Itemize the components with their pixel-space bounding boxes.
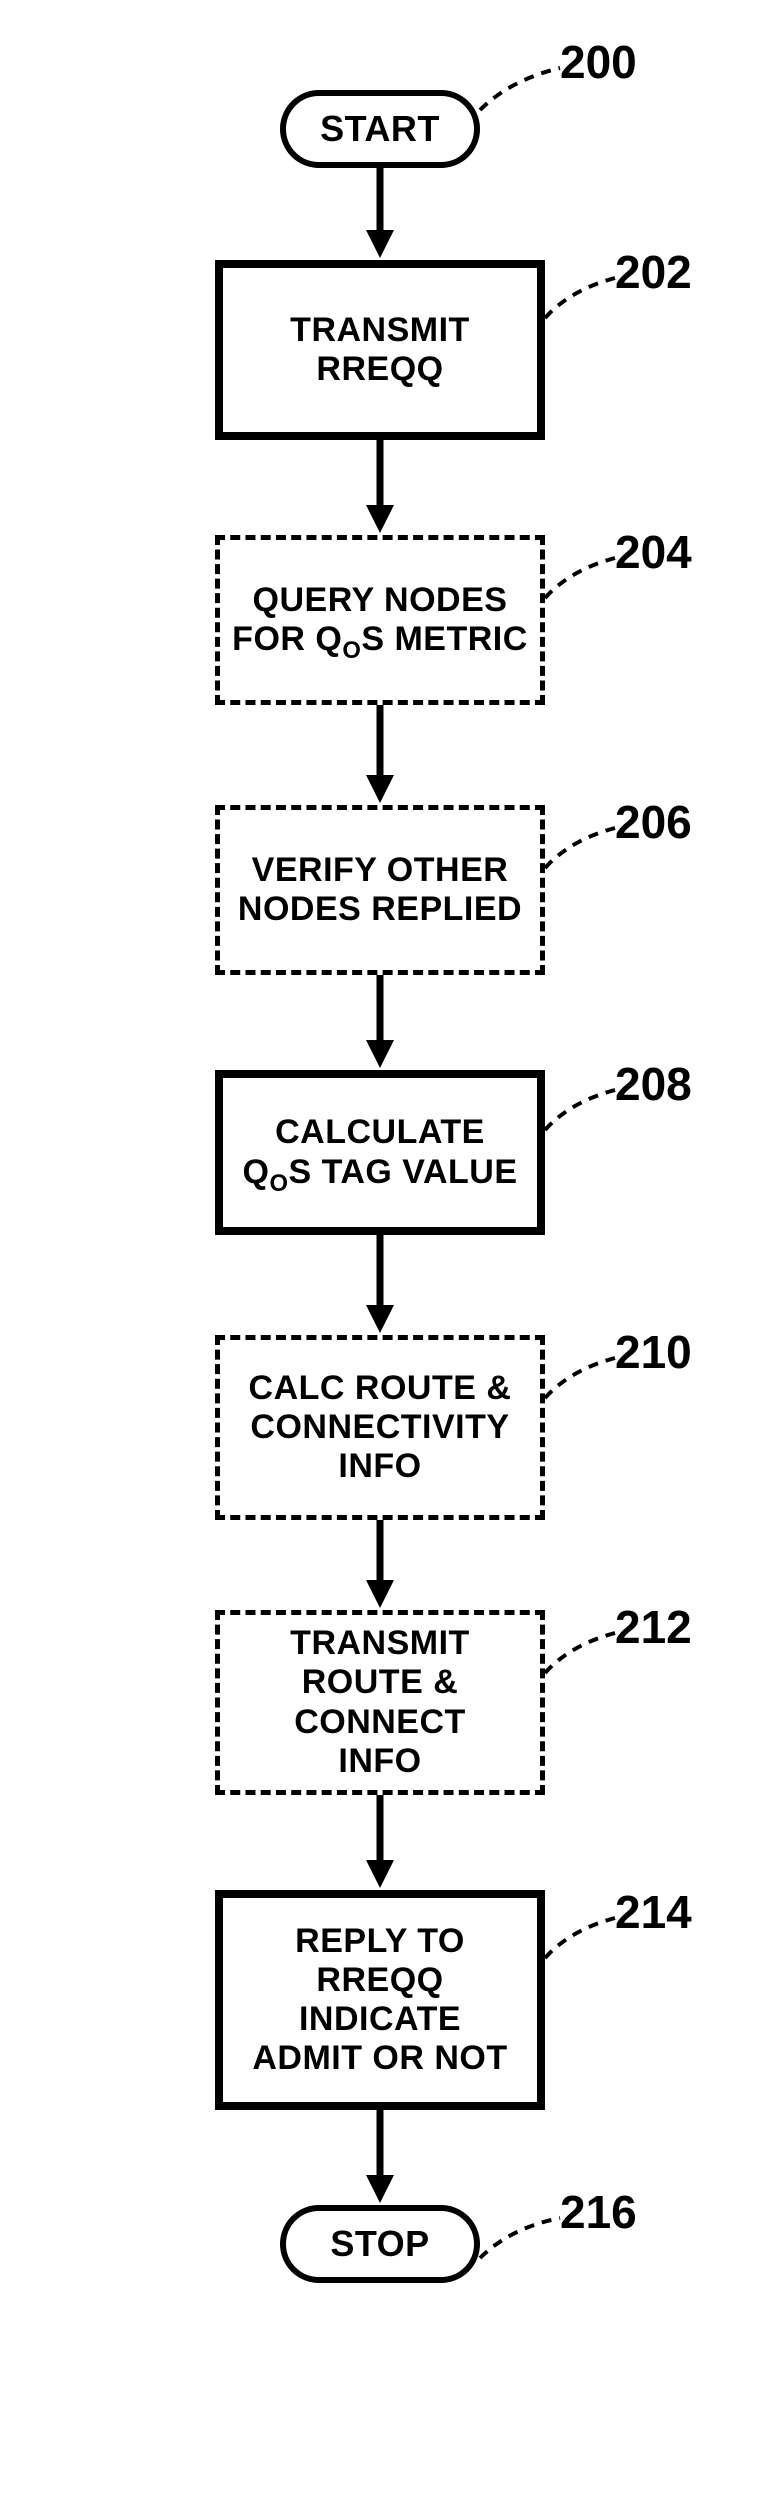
arrow-208-210 xyxy=(360,1235,400,1335)
start-terminator: START xyxy=(280,90,480,168)
stop-terminator: STOP xyxy=(280,2205,480,2283)
callout-line-214 xyxy=(540,1910,620,1965)
flowchart-container: START 200 TRANSMIT RREQQ 202 QUERY NODES… xyxy=(120,90,640,2283)
arrow-206-208 xyxy=(360,975,400,1070)
callout-line-204 xyxy=(540,550,620,605)
callout-204: 204 xyxy=(615,525,692,579)
callout-216: 216 xyxy=(560,2185,637,2239)
node-208-label: CALCULATE QOS TAG VALUE xyxy=(243,1113,518,1191)
arrow-214-stop xyxy=(360,2110,400,2205)
callout-line-200 xyxy=(475,60,565,120)
callout-line-216 xyxy=(475,2210,565,2265)
node-202-label: TRANSMIT RREQQ xyxy=(290,311,470,389)
node-204-query-nodes: QUERY NODES FOR QOS METRIC xyxy=(215,535,545,705)
stop-label: STOP xyxy=(330,2223,429,2264)
arrow-start-202 xyxy=(360,168,400,260)
arrow-212-214 xyxy=(360,1795,400,1890)
node-210-label: CALC ROUTE & CONNECTIVITY INFO xyxy=(249,1369,512,1486)
node-214-reply: REPLY TO RREQQ INDICATE ADMIT OR NOT xyxy=(215,1890,545,2110)
node-210-calc-route: CALC ROUTE & CONNECTIVITY INFO xyxy=(215,1335,545,1520)
node-212-label: TRANSMIT ROUTE & CONNECT INFO xyxy=(230,1624,530,1780)
arrow-204-206 xyxy=(360,705,400,805)
callout-line-206 xyxy=(540,820,620,875)
node-212-transmit-route: TRANSMIT ROUTE & CONNECT INFO xyxy=(215,1610,545,1795)
node-204-label: QUERY NODES FOR QOS METRIC xyxy=(232,581,528,659)
callout-line-202 xyxy=(540,270,620,325)
node-206-label: VERIFY OTHER NODES REPLIED xyxy=(238,851,522,929)
node-208-calc-qos-tag: CALCULATE QOS TAG VALUE xyxy=(215,1070,545,1235)
callout-line-212 xyxy=(540,1625,620,1680)
start-label: START xyxy=(320,108,440,149)
arrow-210-212 xyxy=(360,1520,400,1610)
callout-208: 208 xyxy=(615,1057,692,1111)
callout-210: 210 xyxy=(615,1325,692,1379)
callout-214: 214 xyxy=(615,1885,692,1939)
callout-212: 212 xyxy=(615,1600,692,1654)
callout-line-210 xyxy=(540,1350,620,1405)
arrow-202-204 xyxy=(360,440,400,535)
node-214-label: REPLY TO RREQQ INDICATE ADMIT OR NOT xyxy=(237,1922,523,2078)
callout-200: 200 xyxy=(560,35,637,89)
callout-line-208 xyxy=(540,1082,620,1137)
node-202-transmit-rreqq: TRANSMIT RREQQ xyxy=(215,260,545,440)
callout-202: 202 xyxy=(615,245,692,299)
callout-206: 206 xyxy=(615,795,692,849)
node-206-verify-replied: VERIFY OTHER NODES REPLIED xyxy=(215,805,545,975)
